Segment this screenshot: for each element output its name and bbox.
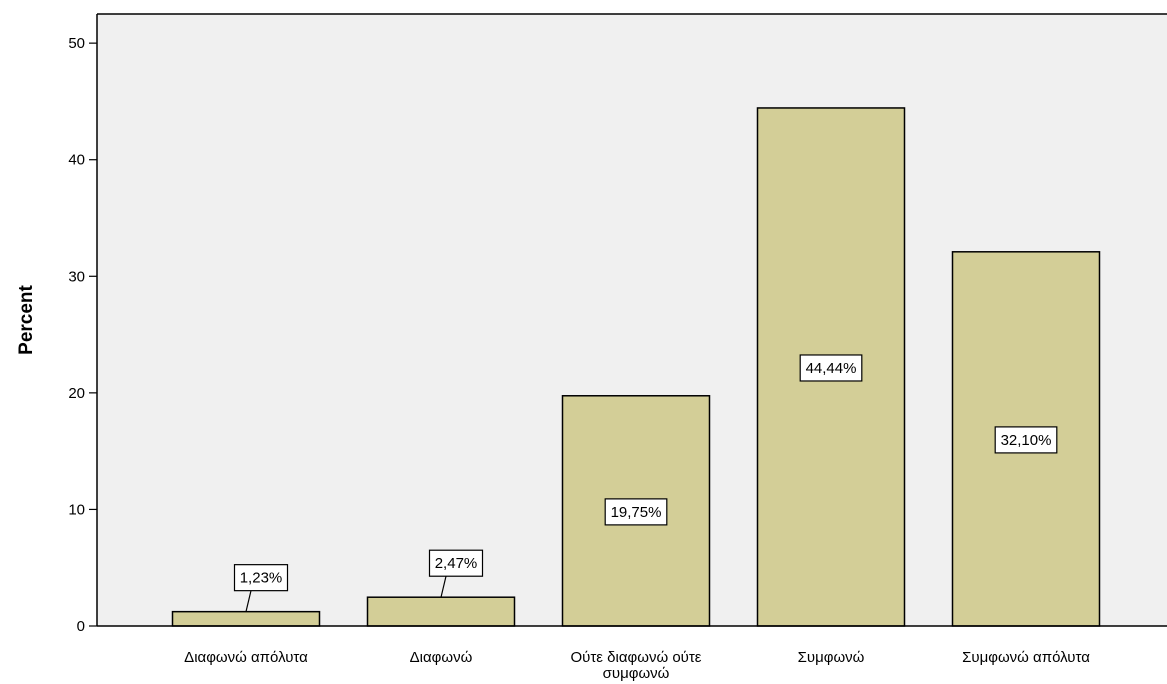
data-labels: 1,23% 2,47% 19,75% 44,44% 32,10%: [233, 354, 1058, 612]
y-axis: 0 10 20 30 40 50: [68, 13, 1167, 635]
data-label: 2,47%: [435, 555, 478, 572]
bar: [366, 596, 516, 627]
x-tick-label: Συμφωνώ απόλυτα: [962, 649, 1090, 666]
y-tick-label: 20: [68, 385, 85, 402]
y-tick-label: 50: [68, 35, 85, 52]
y-tick-label: 10: [68, 501, 85, 518]
data-label-box: [604, 498, 668, 526]
x-tick-label: Διαφωνώ: [410, 649, 473, 666]
data-label-leader: [440, 576, 447, 598]
data-label: 19,75%: [611, 504, 662, 521]
bars: [171, 107, 1101, 627]
x-tick-label: συμφωνώ: [603, 665, 670, 682]
x-tick-label: Ούτε διαφωνώ ούτε: [571, 649, 702, 666]
data-label: 44,44%: [806, 360, 857, 377]
data-label: 32,10%: [1001, 432, 1052, 449]
data-label-box: [799, 354, 863, 382]
data-label-box: [994, 426, 1058, 454]
data-label: 1,23%: [240, 570, 283, 587]
data-label-box: [233, 564, 289, 592]
y-tick-label: 40: [68, 152, 85, 169]
bar: [171, 610, 321, 627]
x-tick-label: Διαφωνώ απόλυτα: [184, 649, 308, 666]
data-label-leader: [245, 590, 252, 612]
category-labels: Διαφωνώ απόλυτα Διαφωνώ Ούτε διαφωνώ ούτεσ…: [184, 649, 1090, 682]
y-tick-label: 30: [68, 268, 85, 285]
data-label-box: [428, 549, 484, 577]
y-tick-label: 0: [77, 618, 85, 635]
x-tick-label: Συμφωνώ: [798, 649, 865, 666]
y-axis-title: Percent: [16, 284, 37, 354]
